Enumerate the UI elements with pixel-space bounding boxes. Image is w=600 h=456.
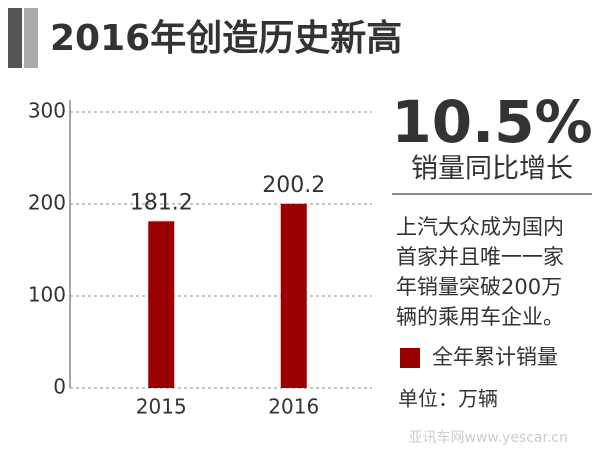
- title-bar-light: [24, 8, 38, 68]
- note-line: 首家并且唯一一家: [396, 245, 564, 269]
- value-label: 200.2: [262, 173, 325, 198]
- title-bar-dark: [8, 8, 22, 68]
- bar: [280, 203, 307, 388]
- chart-title: 2016年创造历史新高: [50, 18, 402, 59]
- y-tick-label: 200: [28, 191, 66, 215]
- note-line: 上汽大众成为国内: [396, 215, 564, 239]
- x-tick-label: 2015: [136, 395, 187, 419]
- legend-label: 全年累计销量: [432, 345, 558, 369]
- highlight-caption: 销量同比增长: [411, 154, 573, 185]
- bar: [148, 221, 175, 388]
- value-label: 181.2: [130, 190, 193, 215]
- note-line: 年销量突破200万: [396, 275, 562, 299]
- y-tick-label: 0: [53, 375, 66, 399]
- y-tick-label: 100: [28, 283, 66, 307]
- y-tick-label: 300: [28, 99, 66, 123]
- watermark: 亚讯车网www.yescar.cn: [409, 429, 568, 446]
- x-tick-label: 2016: [268, 395, 319, 419]
- note-line: 辆的乘用车企业。: [396, 305, 564, 329]
- unit: 单位：万辆: [398, 387, 498, 411]
- legend-swatch: [400, 348, 420, 368]
- highlight: 10.5%: [391, 88, 592, 156]
